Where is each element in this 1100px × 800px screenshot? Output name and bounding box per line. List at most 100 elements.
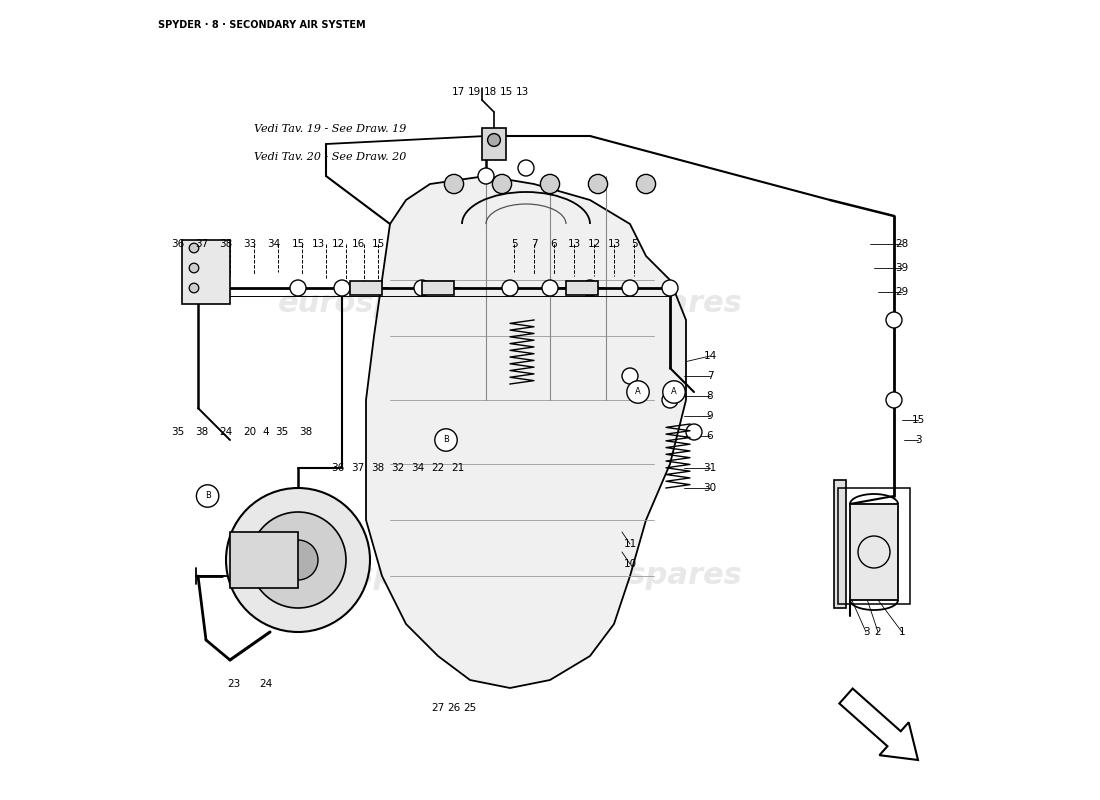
Text: 32: 32 <box>392 463 405 473</box>
Polygon shape <box>182 240 230 304</box>
Text: 37: 37 <box>196 239 209 249</box>
Circle shape <box>588 174 607 194</box>
Text: 14: 14 <box>703 351 716 361</box>
Text: 13: 13 <box>607 239 620 249</box>
Text: 36: 36 <box>331 463 344 473</box>
Text: 38: 38 <box>372 463 385 473</box>
Bar <box>230 532 298 588</box>
Text: 4: 4 <box>263 427 270 437</box>
Circle shape <box>663 381 685 403</box>
Bar <box>850 504 898 600</box>
Bar <box>838 488 910 604</box>
Circle shape <box>478 168 494 184</box>
Text: 24: 24 <box>219 427 232 437</box>
Text: 30: 30 <box>703 483 716 493</box>
Text: Vedi Tav. 20 - See Draw. 20: Vedi Tav. 20 - See Draw. 20 <box>254 152 406 162</box>
Text: 2: 2 <box>874 627 881 637</box>
Circle shape <box>542 280 558 296</box>
Text: 36: 36 <box>172 239 185 249</box>
Text: 7: 7 <box>706 371 713 381</box>
Circle shape <box>627 381 649 403</box>
Circle shape <box>414 280 430 296</box>
Circle shape <box>493 174 512 194</box>
Text: 13: 13 <box>568 239 581 249</box>
Text: 29: 29 <box>895 287 909 297</box>
Text: 15: 15 <box>372 239 385 249</box>
Text: 34: 34 <box>411 463 425 473</box>
Polygon shape <box>366 176 686 688</box>
Text: 12: 12 <box>587 239 601 249</box>
Text: 27: 27 <box>431 703 444 713</box>
Text: 7: 7 <box>530 239 537 249</box>
Circle shape <box>662 280 678 296</box>
Text: 26: 26 <box>448 703 461 713</box>
Text: 33: 33 <box>243 239 256 249</box>
Text: 18: 18 <box>483 87 496 97</box>
Text: 19: 19 <box>468 87 481 97</box>
Bar <box>482 128 506 160</box>
Bar <box>350 281 382 295</box>
Text: 16: 16 <box>351 239 364 249</box>
Circle shape <box>637 174 656 194</box>
Circle shape <box>434 429 458 451</box>
Text: 37: 37 <box>351 463 364 473</box>
Bar <box>422 281 454 295</box>
Text: 38: 38 <box>299 427 312 437</box>
Text: 23: 23 <box>228 679 241 689</box>
Circle shape <box>518 160 534 176</box>
Text: 20: 20 <box>243 427 256 437</box>
Circle shape <box>662 392 678 408</box>
Text: 39: 39 <box>895 263 909 273</box>
Text: 15: 15 <box>912 415 925 425</box>
Text: A: A <box>671 387 676 397</box>
Polygon shape <box>834 480 846 608</box>
Bar <box>566 281 598 295</box>
Text: 1: 1 <box>899 627 905 637</box>
Circle shape <box>290 280 306 296</box>
Text: B: B <box>443 435 449 445</box>
Circle shape <box>686 424 702 440</box>
Circle shape <box>226 488 370 632</box>
Text: 5: 5 <box>630 239 637 249</box>
Circle shape <box>250 512 346 608</box>
Text: 38: 38 <box>219 239 232 249</box>
Text: Vedi Tav. 19 - See Draw. 19: Vedi Tav. 19 - See Draw. 19 <box>254 124 406 134</box>
Text: 35: 35 <box>172 427 185 437</box>
Text: 5: 5 <box>510 239 517 249</box>
Text: 12: 12 <box>331 239 344 249</box>
Circle shape <box>444 174 463 194</box>
Circle shape <box>621 368 638 384</box>
Circle shape <box>502 280 518 296</box>
Text: 6: 6 <box>706 431 713 441</box>
Text: A: A <box>635 387 641 397</box>
Circle shape <box>189 283 199 293</box>
Text: eurospares: eurospares <box>550 290 742 318</box>
Text: 13: 13 <box>516 87 529 97</box>
Text: 31: 31 <box>703 463 716 473</box>
Text: 9: 9 <box>706 411 713 421</box>
Text: B: B <box>205 491 210 501</box>
Text: 3: 3 <box>915 435 922 445</box>
Text: 35: 35 <box>275 427 288 437</box>
Circle shape <box>278 540 318 580</box>
Text: 11: 11 <box>624 539 637 549</box>
Text: eurospares: eurospares <box>550 562 742 590</box>
Text: 22: 22 <box>431 463 444 473</box>
Circle shape <box>886 392 902 408</box>
Circle shape <box>197 485 219 507</box>
Circle shape <box>189 243 199 253</box>
Text: 8: 8 <box>706 391 713 401</box>
Text: 10: 10 <box>624 559 637 569</box>
Text: SPYDER · 8 · SECONDARY AIR SYSTEM: SPYDER · 8 · SECONDARY AIR SYSTEM <box>158 20 365 30</box>
Text: 3: 3 <box>862 627 869 637</box>
Circle shape <box>621 280 638 296</box>
Text: 15: 15 <box>499 87 513 97</box>
Circle shape <box>540 174 560 194</box>
Text: 13: 13 <box>311 239 324 249</box>
Text: 34: 34 <box>267 239 280 249</box>
Circle shape <box>487 134 500 146</box>
Text: 6: 6 <box>551 239 558 249</box>
Text: eurospares: eurospares <box>277 290 471 318</box>
Text: eurospares: eurospares <box>277 562 471 590</box>
FancyArrow shape <box>839 689 918 760</box>
